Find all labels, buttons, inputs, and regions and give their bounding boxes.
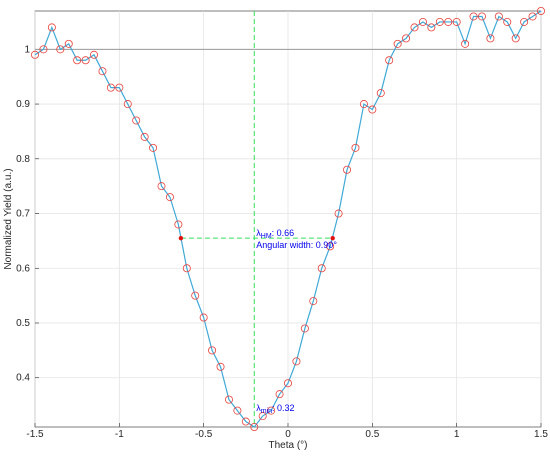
data-point [140, 132, 149, 141]
half-max-point [178, 235, 184, 241]
data-point [309, 297, 318, 306]
data-point [334, 209, 343, 218]
x-tick-label: 0.5 [365, 429, 379, 440]
data-point [368, 105, 377, 114]
data-point [343, 165, 352, 174]
data-point [165, 193, 174, 202]
annotation-text: : 0.32 [272, 403, 295, 413]
data-point [402, 34, 411, 43]
data-point [157, 182, 166, 191]
annotation: λmin: 0.32 [256, 403, 294, 415]
annotation: Angular width: 0.90° [256, 240, 337, 250]
data-point [98, 67, 107, 76]
x-tick-label: 1 [454, 429, 460, 440]
data-point [233, 406, 242, 415]
data-point [39, 45, 48, 54]
data-point [393, 39, 402, 48]
x-axis-label: Theta (°) [268, 440, 307, 451]
data-point [241, 417, 250, 426]
annotation-symbol: λ [256, 228, 261, 238]
y-tick-label: 0.6 [16, 263, 30, 274]
data-point [30, 50, 39, 59]
data-point [275, 390, 284, 399]
y-tick-label: 0.4 [16, 373, 30, 384]
data-point [503, 17, 512, 26]
data-point [208, 346, 217, 355]
x-tick-label: 1.5 [534, 429, 548, 440]
data-point [267, 406, 276, 415]
data-point [427, 23, 436, 32]
data-point [182, 264, 191, 273]
data-point [300, 324, 309, 333]
y-tick-label: 0.7 [16, 209, 30, 220]
y-tick-label: 0.9 [16, 99, 30, 110]
data-point [149, 143, 158, 152]
annotation-subscript: min [261, 408, 272, 415]
data-point [520, 17, 529, 26]
data-point [469, 12, 478, 21]
data-point [359, 100, 368, 109]
annotation-subscript: HM [261, 233, 272, 240]
x-tick-label: -0.5 [195, 429, 213, 440]
data-point [477, 12, 486, 21]
data-point [106, 83, 115, 92]
data-point [115, 83, 124, 92]
data-point [47, 23, 56, 32]
y-tick-label: 0.5 [16, 318, 30, 329]
y-axis-label: Normalized Yield (a.u.) [3, 168, 14, 269]
data-point [511, 34, 520, 43]
data-point [64, 39, 73, 48]
data-point [444, 17, 453, 26]
x-tick-label: 0 [285, 429, 291, 440]
data-point [283, 379, 292, 388]
data-point [90, 50, 99, 59]
data-point [317, 264, 326, 273]
annotation-symbol: λ [256, 403, 261, 413]
data-point [224, 395, 233, 404]
data-point [418, 17, 427, 26]
data-point [486, 34, 495, 43]
data-point [199, 313, 208, 322]
data-point [123, 100, 132, 109]
data-point [537, 7, 546, 15]
data-point [216, 362, 225, 371]
data-point [174, 220, 183, 229]
data-point [292, 357, 301, 366]
data-point [81, 56, 90, 65]
data-point [528, 12, 537, 21]
data-point [351, 143, 360, 152]
data-point [250, 422, 259, 431]
data-point [376, 89, 385, 98]
data-point [461, 39, 470, 48]
annotation-text: : 0.66 [272, 228, 295, 238]
data-line [34, 10, 542, 428]
data-point [56, 45, 65, 54]
annotation: λHM: 0.66 [256, 228, 294, 240]
data-point [410, 23, 419, 32]
data-point [435, 17, 444, 26]
y-tick-label: 0.8 [16, 154, 30, 165]
data-point [132, 116, 141, 125]
half-max-point [330, 235, 335, 241]
data-point [73, 56, 82, 65]
data-point [385, 56, 394, 65]
x-tick-label: -1.5 [26, 429, 44, 440]
data-point [452, 17, 461, 26]
y-tick-label: 1 [24, 44, 30, 55]
data-point [191, 291, 200, 300]
x-tick-label: -1 [115, 429, 124, 440]
data-point [494, 12, 503, 21]
data-point [326, 242, 335, 251]
data-point [258, 412, 267, 421]
